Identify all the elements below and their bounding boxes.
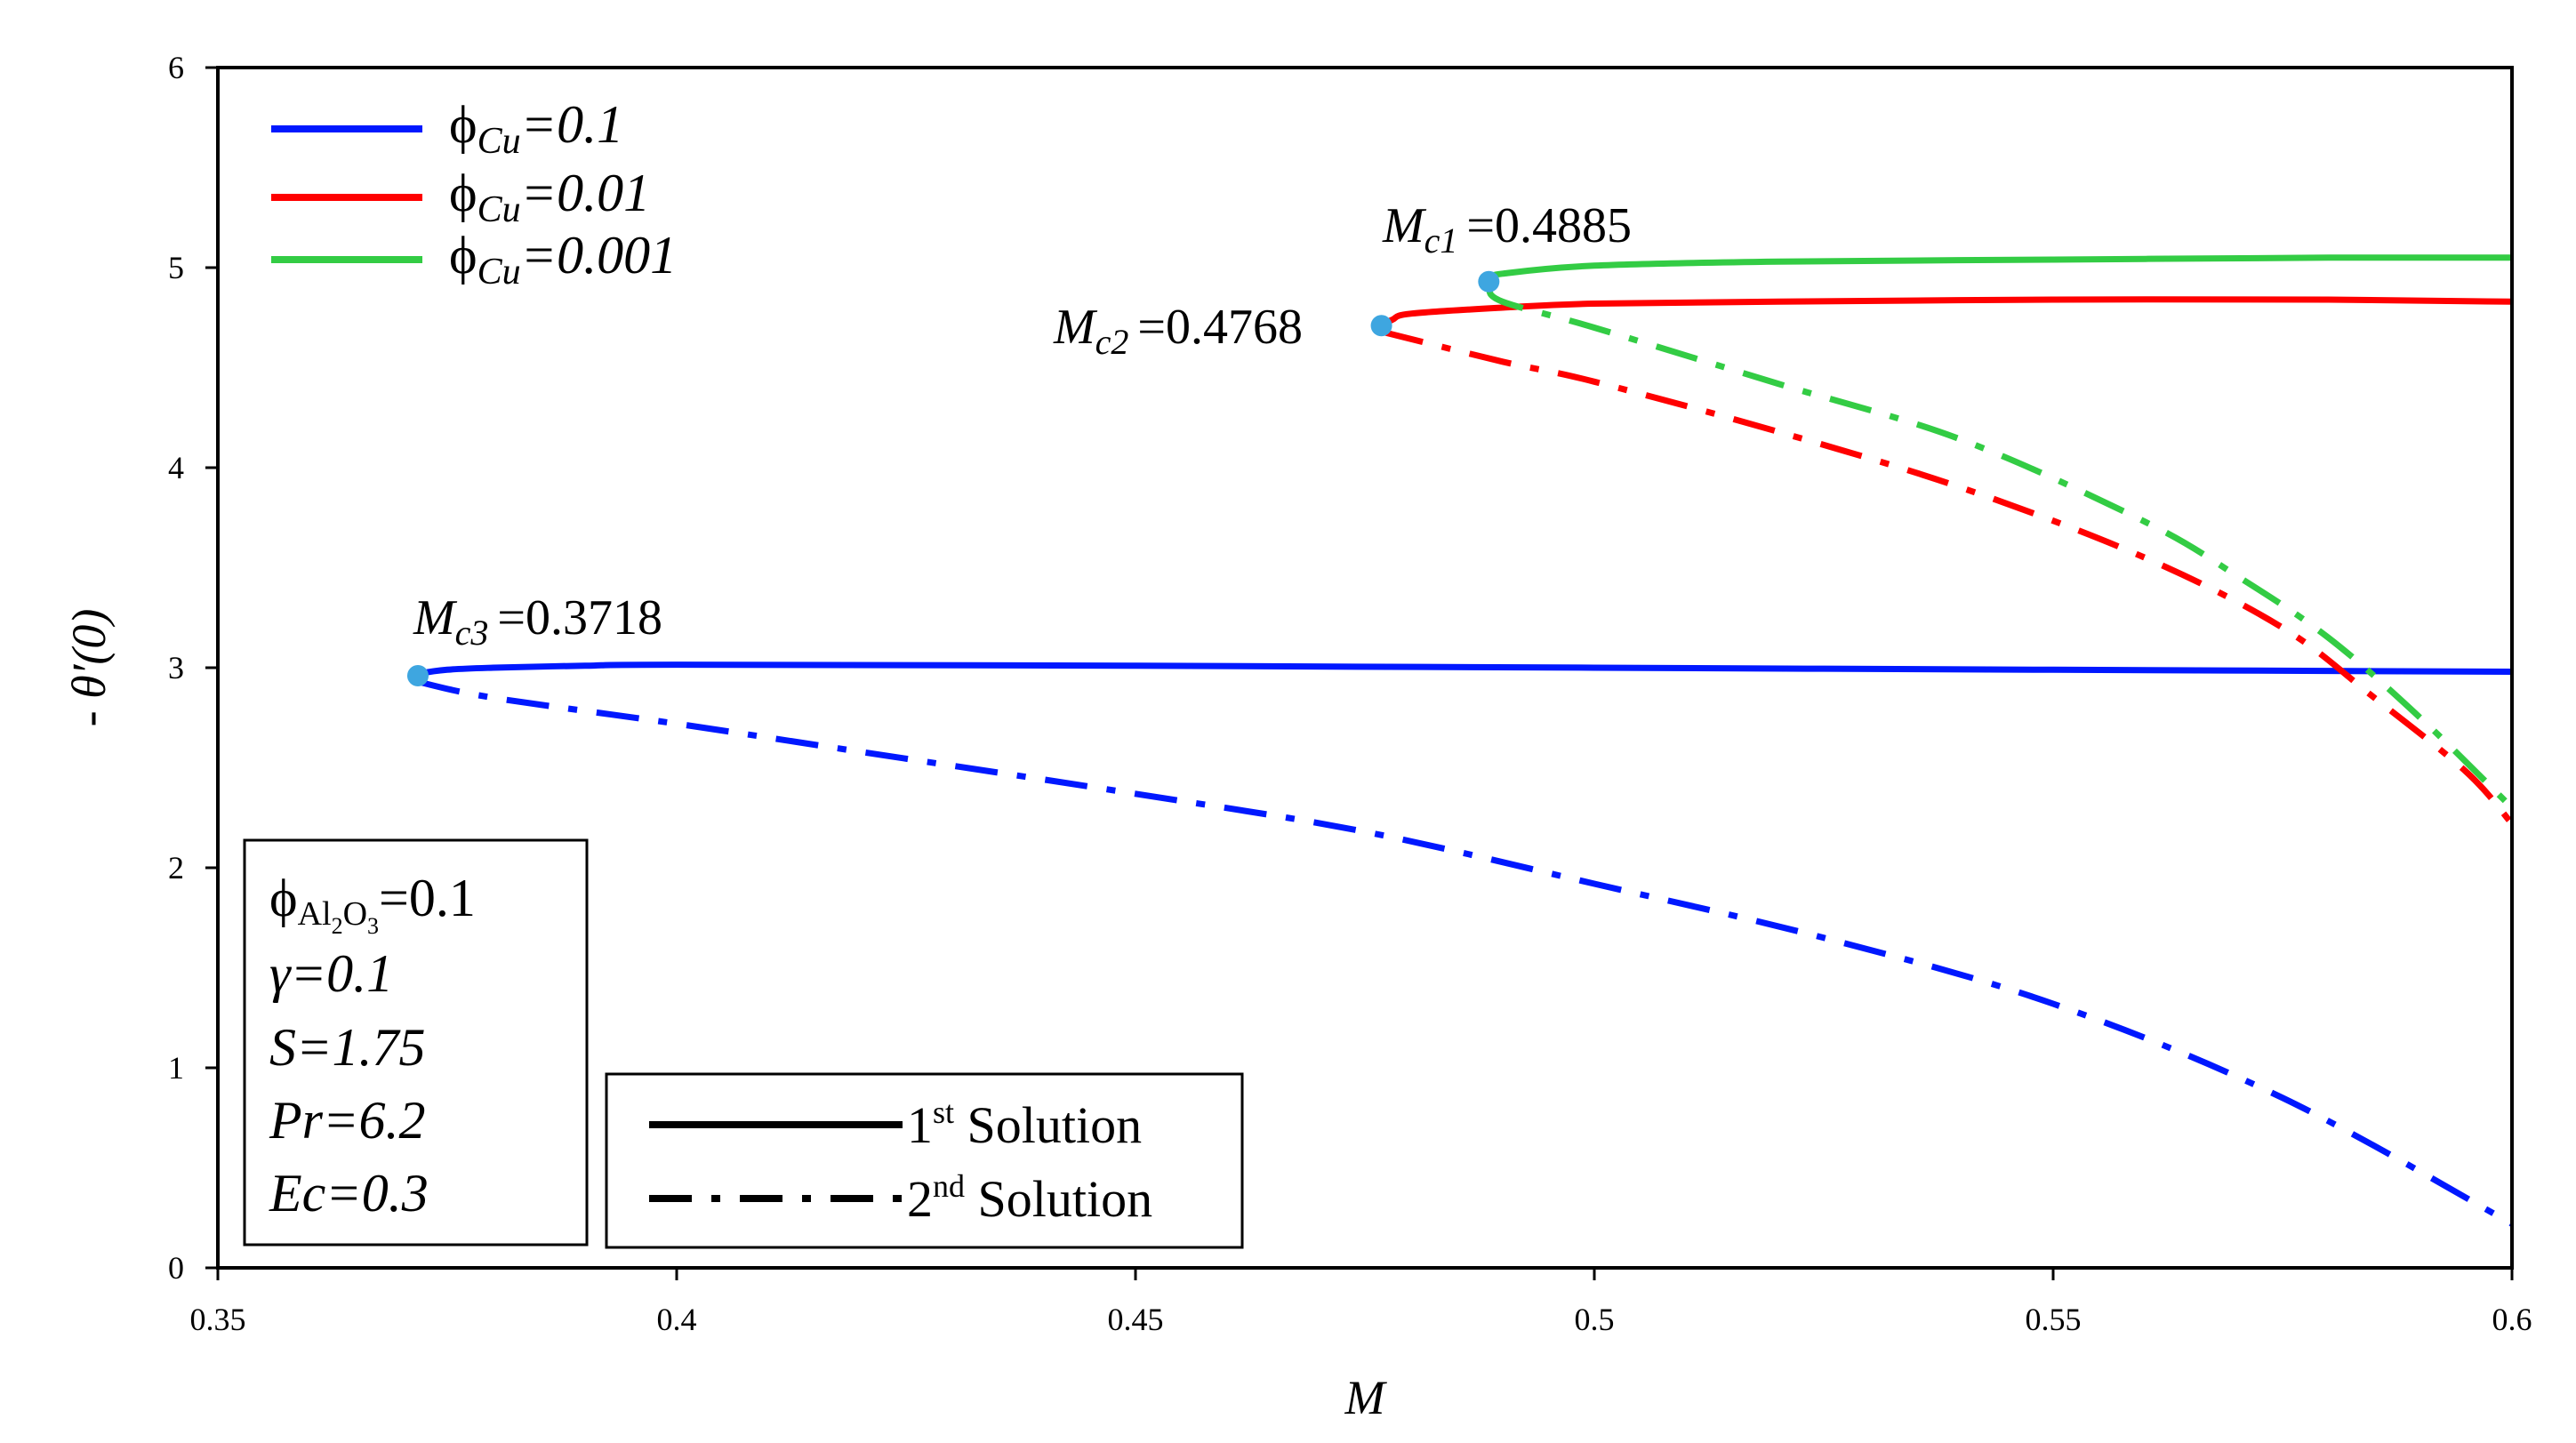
y-tick-label: 6: [168, 50, 184, 85]
x-tick-label: 0.35: [190, 1302, 246, 1337]
series-line-phi-01-1st: [413, 661, 2513, 679]
marker-layer: [406, 270, 1500, 686]
series-line-phi-0001-2nd: [1486, 285, 2515, 810]
y-tick-label: 0: [168, 1250, 184, 1286]
parameters-box: ϕAl2O3=0.1 γ=0.1 S=1.75 Pr=6.2 Ec=0.3: [243, 838, 589, 1247]
x-axis-title: M: [1344, 1371, 1388, 1424]
series-line-phi-01-2nd: [417, 678, 2514, 1227]
y-tick-label: 5: [168, 250, 184, 285]
y-tick-label: 4: [168, 450, 184, 485]
x-tick-label: 0.5: [1575, 1302, 1615, 1337]
x-tick-label: 0.45: [1108, 1302, 1164, 1337]
param-pr: Pr=6.2: [269, 1091, 426, 1150]
series-line-phi-001-2nd: [1380, 328, 2515, 826]
solution-legend-first: 1st Solution: [907, 1094, 1142, 1154]
series-line-phi-001-1st: [1379, 296, 2513, 329]
param-gamma: γ=0.1: [269, 944, 393, 1003]
y-tick-label: 3: [168, 650, 184, 685]
critical-point-marker-mc3: [406, 665, 429, 686]
y-axis-title: - θ′(0): [62, 609, 116, 727]
param-phi-al2o3: ϕAl2O3=0.1: [269, 869, 476, 939]
parameters-frame: [243, 838, 589, 1247]
annotation-mc1: Mc1 =0.4885: [1382, 198, 1632, 261]
solution-legend-second: 2nd Solution: [907, 1168, 1152, 1228]
param-s: S=1.75: [269, 1018, 426, 1077]
plot-area-border: [216, 66, 2514, 1270]
x-tick-label: 0.6: [2492, 1302, 2532, 1337]
y-tick-label: 2: [168, 850, 184, 886]
legend-label-green: ϕCu=0.001: [449, 226, 677, 293]
x-tick-label: 0.4: [657, 1302, 697, 1337]
param-ec: Ec=0.3: [269, 1164, 429, 1223]
y-tick-label: 1: [168, 1050, 184, 1086]
legend-label-red: ϕCu=0.01: [449, 164, 650, 230]
annotation-mc3: Mc3 =0.3718: [413, 590, 662, 653]
axis-layer: 0.35 0.4 0.45 0.5 0.55 0.6 0 1 2 3 4 5 6: [168, 50, 2532, 1337]
annotation-mc2: Mc2 =0.4768: [1053, 300, 1303, 362]
critical-point-marker-mc2: [1370, 315, 1392, 337]
solution-legend-frame: [605, 1072, 1244, 1249]
legend: ϕCu=0.1 ϕCu=0.01 ϕCu=0.001: [271, 95, 677, 293]
series-layer: [413, 254, 2515, 1227]
legend-label-blue: ϕCu=0.1: [449, 95, 623, 162]
x-tick-label: 0.55: [2026, 1302, 2082, 1337]
series-line-phi-0001-1st: [1486, 254, 2513, 285]
critical-point-marker-mc1: [1478, 270, 1500, 293]
solution-legend: 1st Solution 2nd Solution: [605, 1072, 1244, 1249]
